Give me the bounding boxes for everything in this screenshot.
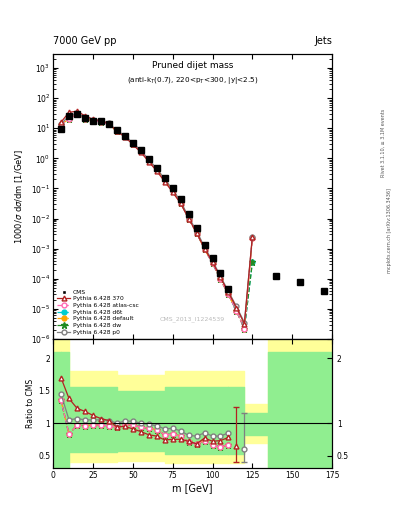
Text: Rivet 3.1.10, ≥ 3.1M events: Rivet 3.1.10, ≥ 3.1M events: [381, 109, 386, 178]
Text: Jets: Jets: [314, 36, 332, 46]
Text: CMS_2013_I1224539: CMS_2013_I1224539: [160, 316, 225, 322]
Y-axis label: 1000/$\sigma$ d$\sigma$/dm [1/GeV]: 1000/$\sigma$ d$\sigma$/dm [1/GeV]: [14, 149, 25, 244]
Text: 7000 GeV pp: 7000 GeV pp: [53, 36, 117, 46]
Text: Pruned dijet mass: Pruned dijet mass: [152, 61, 233, 70]
X-axis label: m [GeV]: m [GeV]: [172, 483, 213, 493]
Legend: CMS, Pythia 6.428 370, Pythia 6.428 atlas-csc, Pythia 6.428 d6t, Pythia 6.428 de: CMS, Pythia 6.428 370, Pythia 6.428 atla…: [56, 288, 140, 336]
Text: mcplots.cern.ch [arXiv:1306.3436]: mcplots.cern.ch [arXiv:1306.3436]: [387, 188, 391, 273]
Text: (anti-k$_T$(0.7), 220<p$_T$<300, |y|<2.5): (anti-k$_T$(0.7), 220<p$_T$<300, |y|<2.5…: [127, 75, 258, 86]
Y-axis label: Ratio to CMS: Ratio to CMS: [26, 379, 35, 428]
